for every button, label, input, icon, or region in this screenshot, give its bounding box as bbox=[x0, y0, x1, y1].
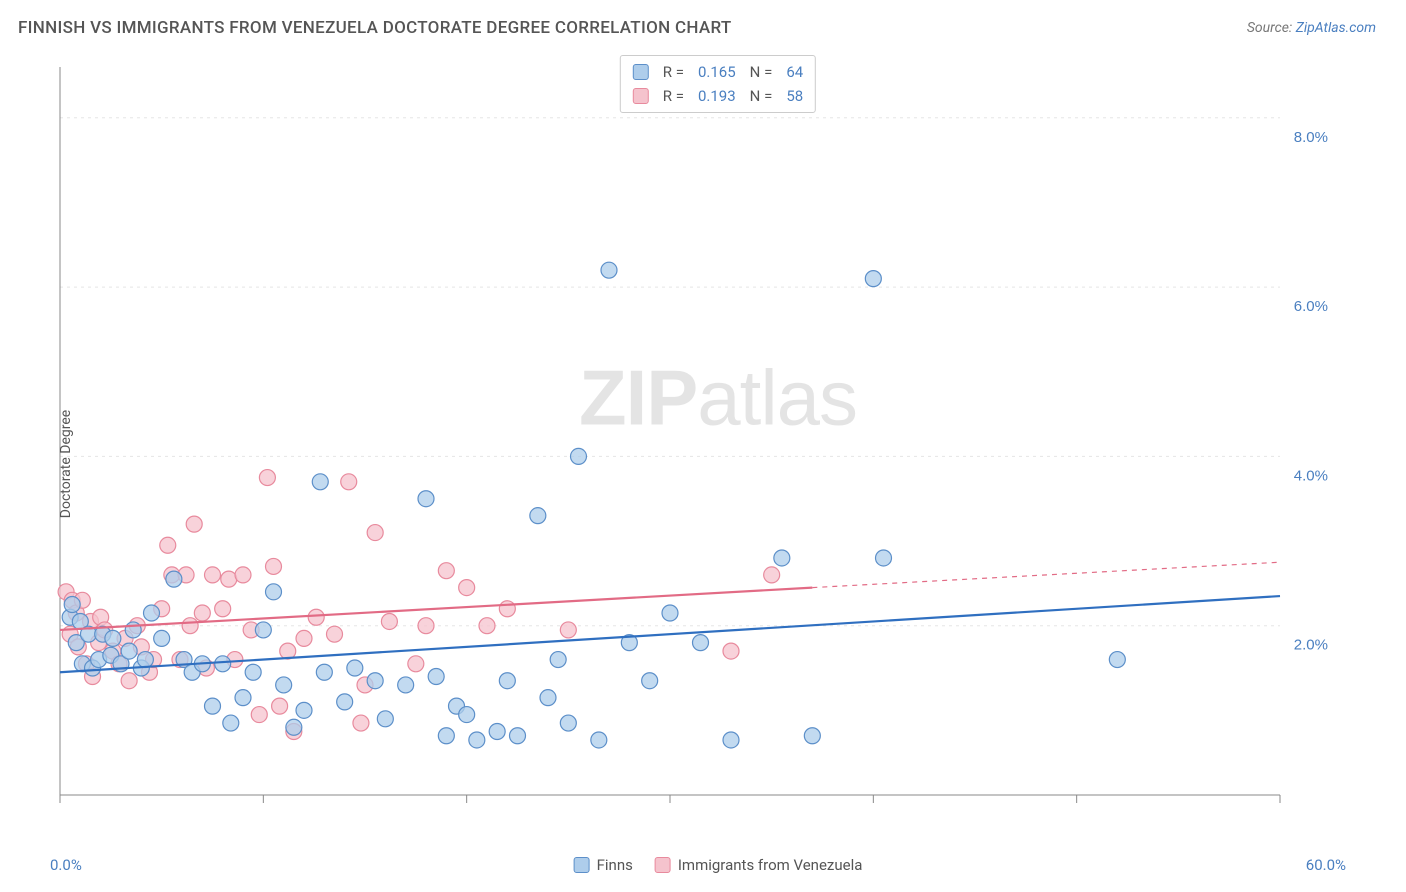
n-value-blue: 64 bbox=[786, 60, 803, 84]
n-value-pink: 58 bbox=[786, 84, 803, 108]
r-label: R = bbox=[663, 60, 684, 84]
r-value-pink: 0.193 bbox=[698, 84, 736, 108]
legend-item-pink: Immigrants from Venezuela bbox=[655, 856, 863, 874]
series-legend: Finns Immigrants from Venezuela bbox=[574, 856, 863, 874]
svg-text:6.0%: 6.0% bbox=[1294, 298, 1328, 315]
n-label: N = bbox=[750, 60, 773, 84]
svg-text:2.0%: 2.0% bbox=[1294, 637, 1328, 654]
source-link[interactable]: ZipAtlas.com bbox=[1296, 20, 1376, 36]
chart-title: FINNISH VS IMMIGRANTS FROM VENEZUELA DOC… bbox=[18, 18, 732, 38]
source-attribution: Source: ZipAtlas.com bbox=[1247, 20, 1376, 36]
legend-swatch-pink bbox=[633, 88, 649, 104]
legend-swatch-blue bbox=[574, 857, 590, 873]
legend-label-blue: Finns bbox=[597, 856, 633, 874]
x-axis-start: 0.0% bbox=[50, 856, 82, 874]
r-value-blue: 0.165 bbox=[698, 60, 736, 84]
y-axis-label: Doctorate Degree bbox=[58, 409, 74, 517]
legend-label-pink: Immigrants from Venezuela bbox=[678, 856, 863, 874]
legend-swatch-pink bbox=[655, 857, 671, 873]
scatter-chart: 2.0% 4.0% 6.0% 8.0% bbox=[50, 55, 1350, 835]
legend-item-blue: Finns bbox=[574, 856, 633, 874]
r-label: R = bbox=[663, 84, 684, 108]
legend-swatch-blue bbox=[633, 64, 649, 80]
svg-text:4.0%: 4.0% bbox=[1294, 467, 1328, 484]
legend-row-blue: R = 0.165 N = 64 bbox=[633, 60, 803, 84]
correlation-legend: R = 0.165 N = 64 R = 0.193 N = 58 bbox=[620, 55, 816, 113]
chart-container: Doctorate Degree ZIPatlas 2.0%4.0%6.0%8.… bbox=[50, 55, 1386, 872]
legend-row-pink: R = 0.193 N = 58 bbox=[633, 84, 803, 108]
x-axis-end: 60.0% bbox=[1306, 856, 1346, 874]
svg-text:8.0%: 8.0% bbox=[1294, 129, 1328, 146]
n-label: N = bbox=[750, 84, 773, 108]
source-prefix: Source: bbox=[1247, 20, 1296, 36]
